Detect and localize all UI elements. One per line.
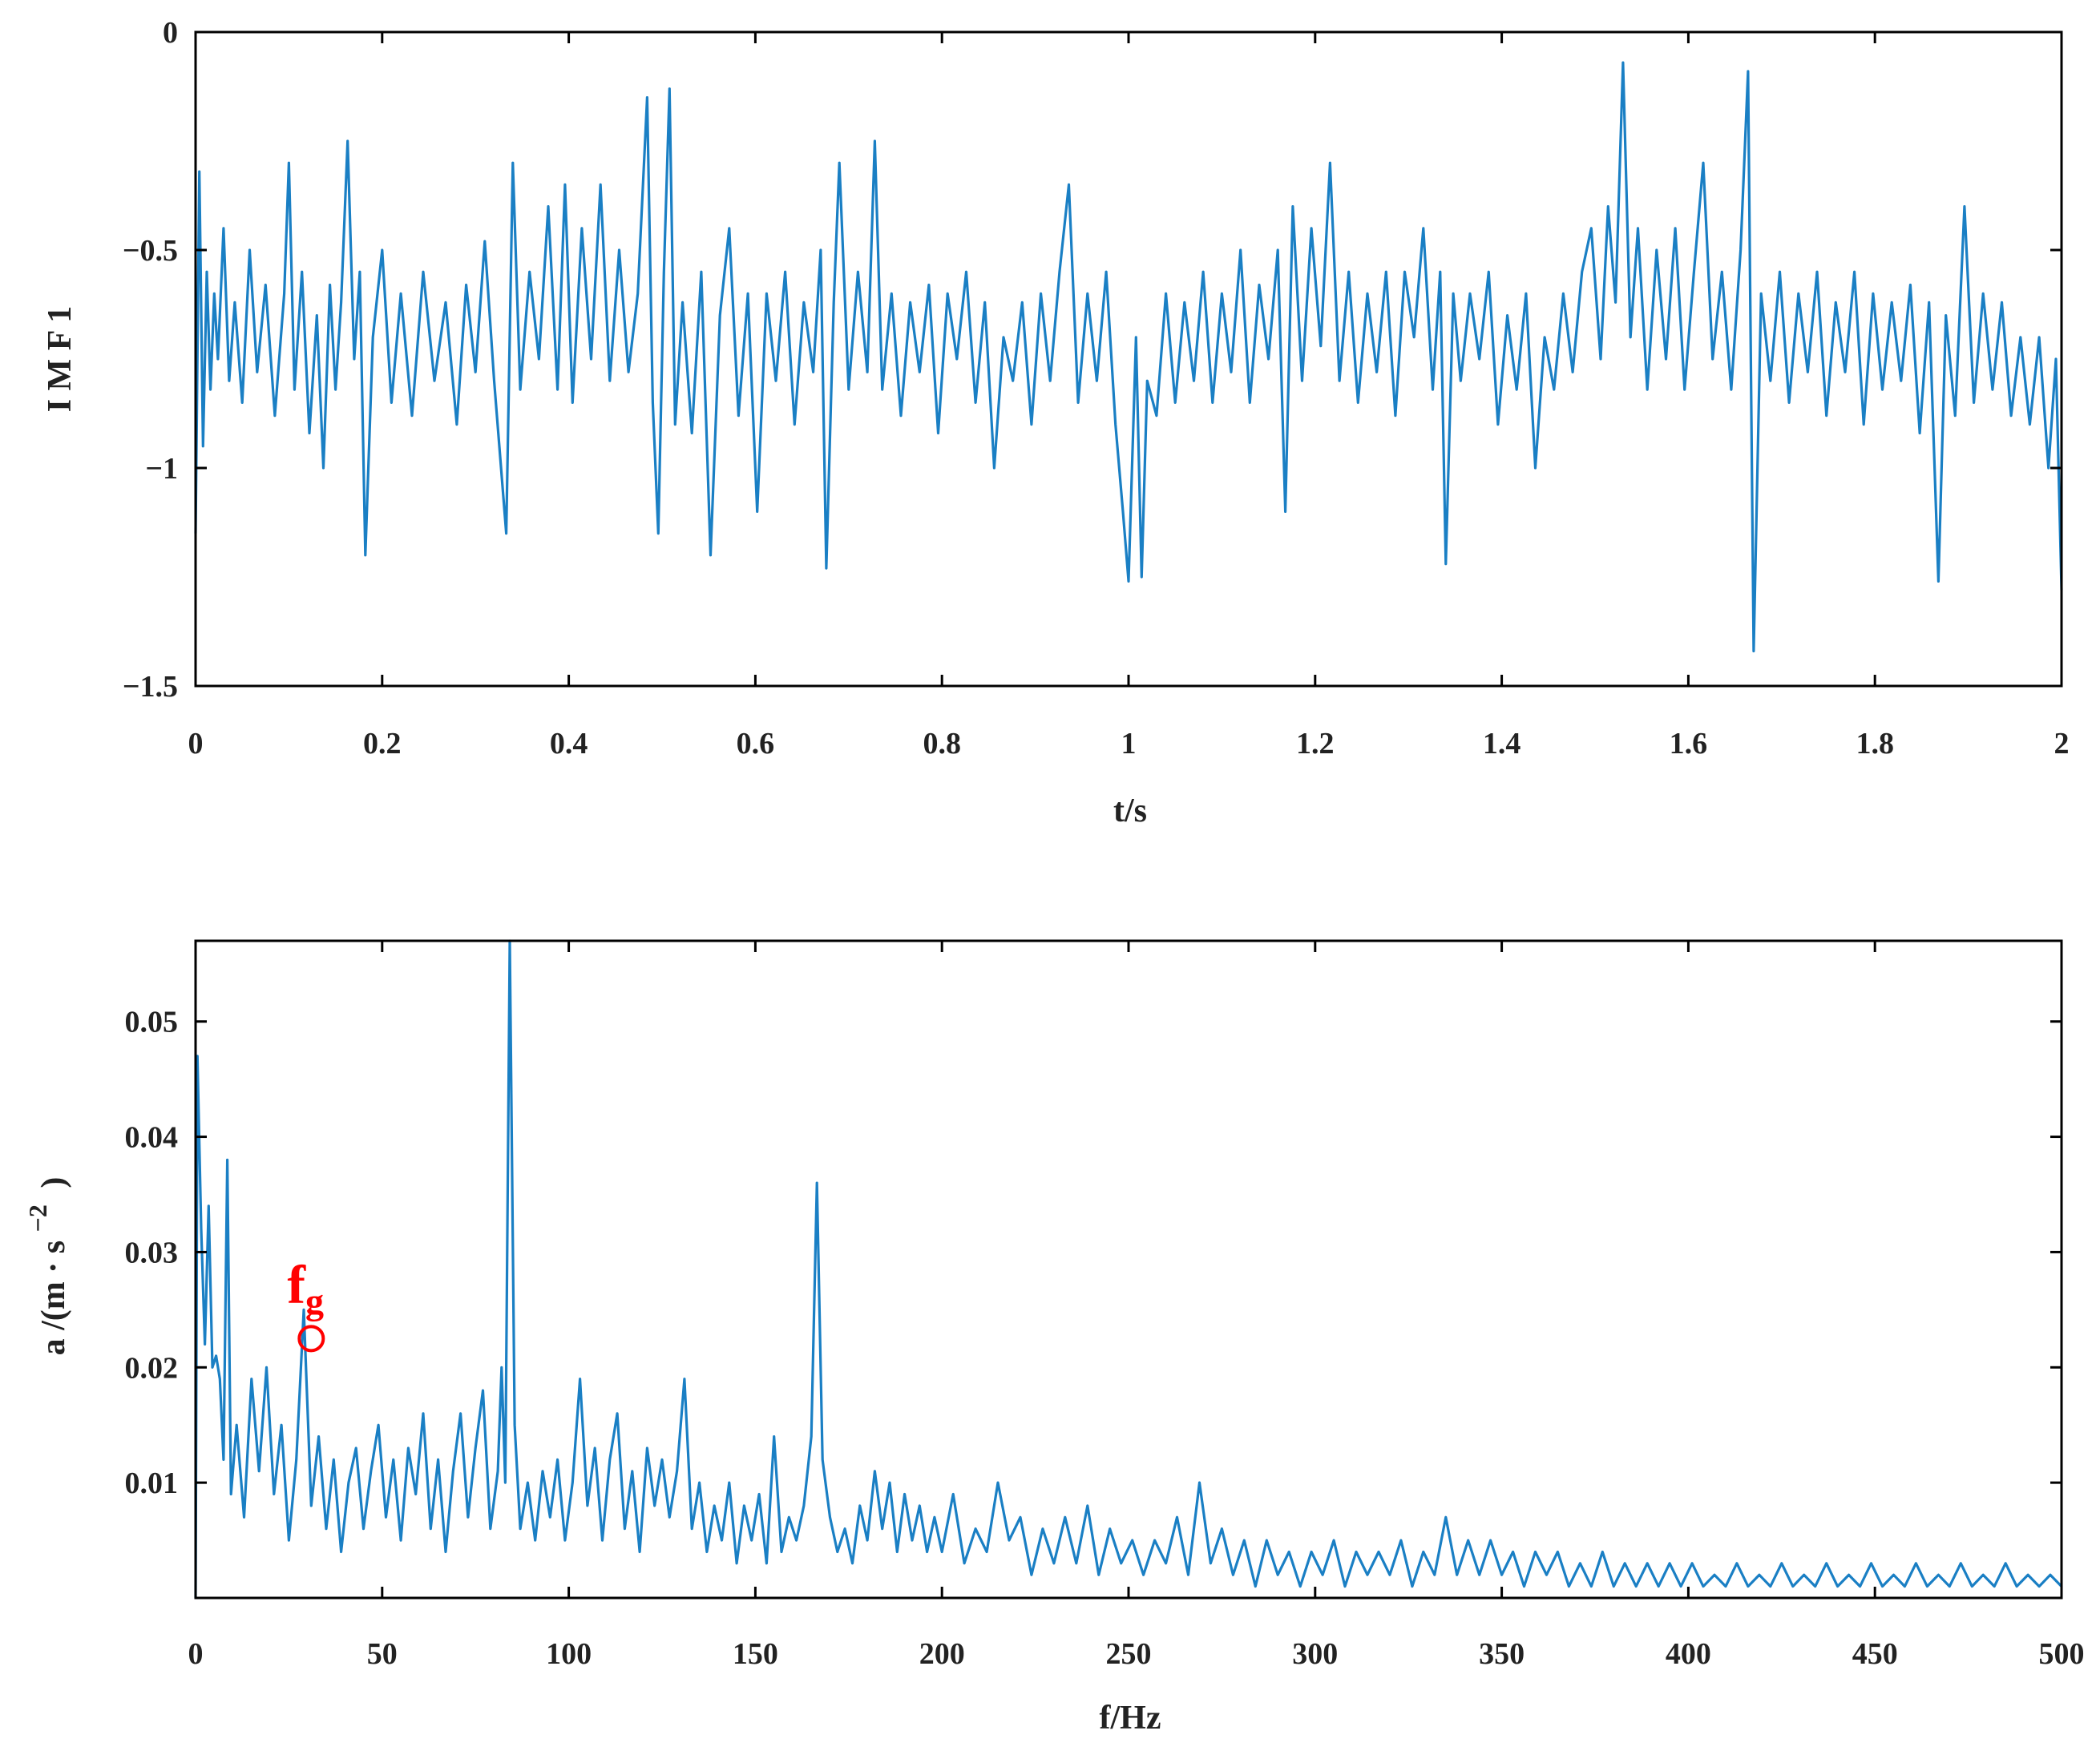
time-x-tick-label: 0.2 <box>363 727 402 760</box>
fg-label-subscript: g <box>305 1281 324 1321</box>
fg-marker-circle <box>297 1325 325 1353</box>
spectrum-x-tick-label: 400 <box>1666 1637 1711 1671</box>
spectrum-x-tick-label: 500 <box>2039 1637 2085 1671</box>
time-x-tick-label: 1 <box>1121 727 1137 760</box>
time-x-tick-label: 2 <box>2054 727 2070 760</box>
time-y-tick-label: −0.5 <box>123 234 178 268</box>
spectrum-y-tick-label: 0.05 <box>125 1006 179 1039</box>
time-y-ticks: 0 −0.5 −1 −1.5 <box>123 16 2062 704</box>
fg-label-main: f <box>287 1253 306 1314</box>
spectrum-x-tick-label: 150 <box>733 1637 778 1671</box>
spectrum-x-tick-label: 0 <box>188 1637 204 1671</box>
spectrum-x-tick-label: 200 <box>919 1637 965 1671</box>
time-y-axis-label: I M F 1 <box>42 306 79 413</box>
time-series-line-0 <box>194 61 2063 653</box>
time-x-tick-label: 1.4 <box>1483 727 1521 760</box>
spectrum-y-tick-label: 0.03 <box>125 1236 179 1269</box>
spectrum-x-tick-label: 250 <box>1106 1637 1152 1671</box>
time-y-tick-label: 0 <box>163 16 178 50</box>
spectrum-y-tick-label: 0.02 <box>125 1351 179 1385</box>
time-x-tick-label: 0.6 <box>737 727 775 760</box>
time-x-tick-label: 0.8 <box>923 727 961 760</box>
spectrum-y-axis-label-exponent: −2 <box>23 1204 52 1232</box>
time-x-tick-label: 0 <box>188 727 204 760</box>
time-x-tick-label: 1.2 <box>1296 727 1335 760</box>
time-x-ticks: 0 0.2 0.4 0.6 0.8 1 1.2 1.4 1.6 1.8 2 <box>188 32 2070 760</box>
spectrum-y-axis-label-main: a /(m · s −2 ) <box>18 1177 72 1356</box>
time-x-tick-label: 0.4 <box>550 727 588 760</box>
spectrum-x-tick-label: 100 <box>546 1637 592 1671</box>
fg-annotation-label: fg <box>287 1253 324 1321</box>
spectrum-y-tick-label: 0.01 <box>125 1467 179 1500</box>
time-domain-panel: 0 0.2 0.4 0.6 0.8 1 1.2 1.4 1.6 1.8 2 0−0.5−1−1.5 … <box>42 16 2070 829</box>
spectrum-x-axis-label: f/Hz <box>1100 1700 1161 1737</box>
spectrum-y-ticks: 0.01 0.02 0.03 0.04 0.05 <box>125 1006 2062 1500</box>
time-y-tick-label: −1 <box>145 452 178 486</box>
spectrum-x-tick-label: 350 <box>1479 1637 1525 1671</box>
spectrum-y-axis-label-text: a /(m · s <box>35 1241 72 1356</box>
time-y-tick-label: −1.5 <box>123 670 178 704</box>
spectrum-series-layer <box>194 939 2063 1599</box>
spectrum-panel: 0 50 100 150 200 250 300 350 400 450 500 0.010.020… <box>18 939 2085 1737</box>
time-x-tick-label: 1.6 <box>1670 727 1708 760</box>
time-series-layer <box>194 61 2063 653</box>
fg-annotation: fg <box>287 1253 325 1353</box>
spectrum-y-axis-label-close: ) <box>35 1177 72 1188</box>
time-x-tick-label: 1.8 <box>1856 727 1894 760</box>
spectrum-x-tick-label: 300 <box>1292 1637 1338 1671</box>
spectrum-x-tick-label: 50 <box>367 1637 398 1671</box>
spectrum-series-line-0 <box>194 939 2063 1599</box>
spectrum-y-tick-label: 0.04 <box>125 1121 179 1155</box>
spectrum-y-axis-label: a /(m · s −2 ) <box>18 1177 72 1356</box>
spectrum-x-ticks: 0 50 100 150 200 250 300 350 400 450 500 <box>188 941 2085 1671</box>
spectrum-x-tick-label: 450 <box>1852 1637 1898 1671</box>
time-x-axis-label: t/s <box>1113 793 1147 829</box>
